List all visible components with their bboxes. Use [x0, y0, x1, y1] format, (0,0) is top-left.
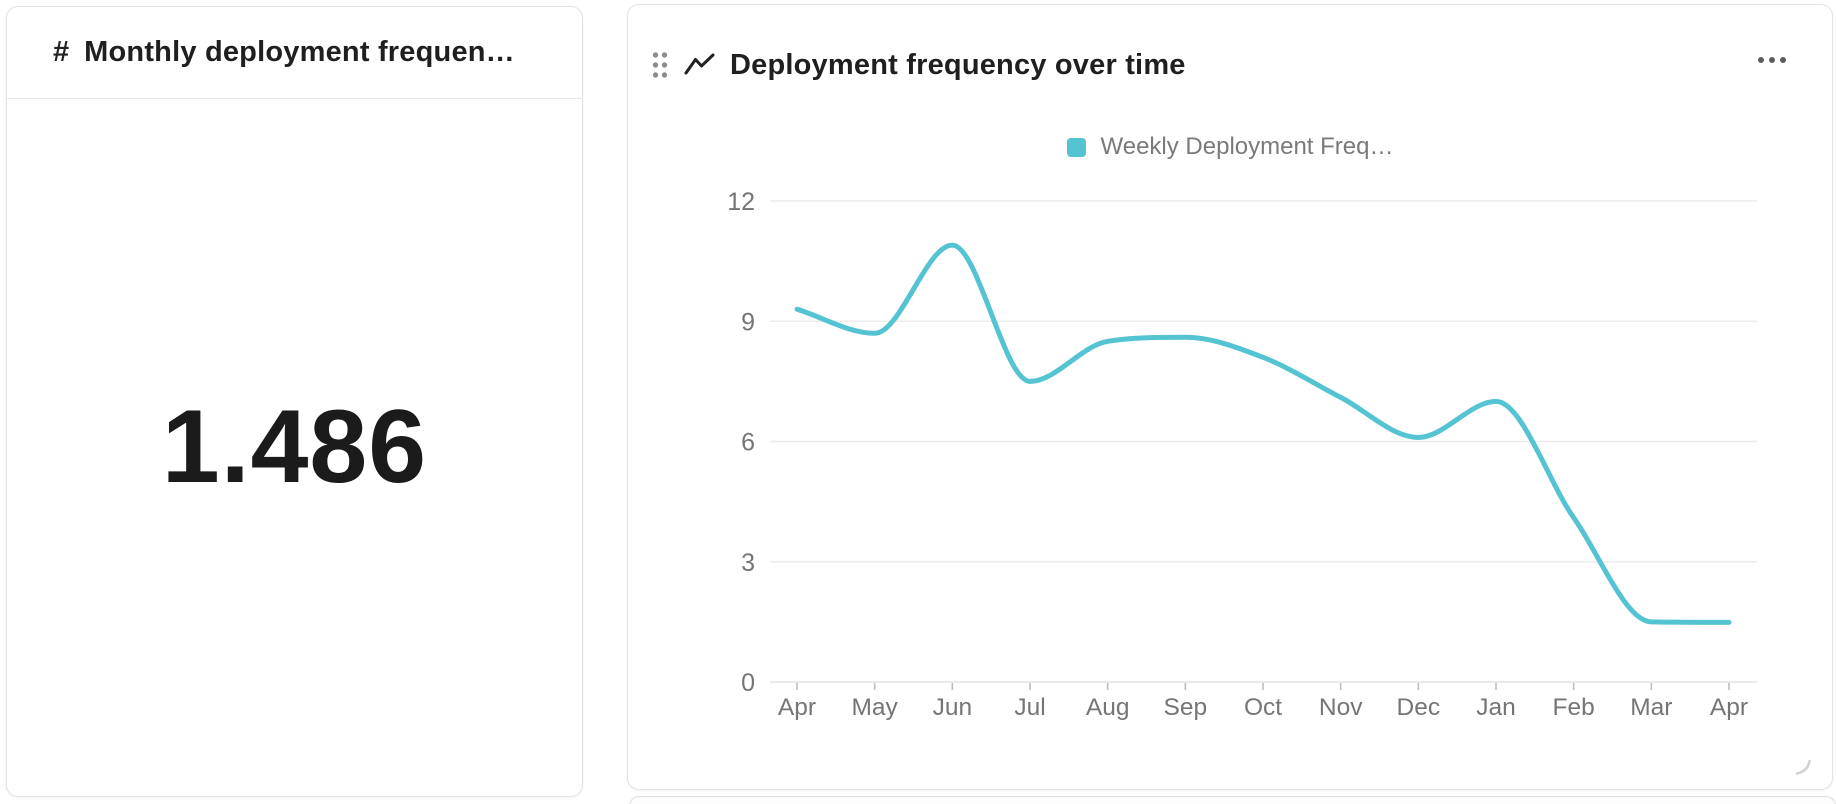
x-tick-label: Jan: [1476, 694, 1516, 721]
chart-card-title: Deployment frequency over time: [730, 48, 1186, 81]
x-tick-label: Mar: [1630, 694, 1672, 721]
y-tick-label: 0: [741, 669, 755, 697]
next-card-top-edge: [629, 796, 1836, 804]
x-tick-label: Apr: [1710, 694, 1748, 721]
x-tick-label: May: [852, 694, 899, 721]
ellipsis-dot: [1780, 57, 1786, 63]
kpi-card-title: Monthly deployment frequen…: [84, 36, 515, 68]
kpi-card-body: 1.486: [7, 99, 582, 796]
legend-swatch: [1066, 137, 1086, 157]
x-tick-label: Sep: [1164, 694, 1208, 721]
chart-legend[interactable]: Weekly Deployment Freq…: [628, 133, 1832, 161]
series-line[interactable]: [794, 242, 1732, 625]
chart-card-header: Deployment frequency over time: [628, 5, 1832, 95]
x-tick-label: Jul: [1014, 694, 1045, 721]
y-tick-label: 3: [741, 549, 755, 577]
kpi-card: # Monthly deployment frequen… 1.486: [6, 6, 583, 797]
x-tick-label: Feb: [1553, 694, 1595, 721]
line-chart-icon: [683, 51, 716, 79]
kpi-value: 1.486: [161, 389, 428, 505]
ellipsis-dot: [1758, 57, 1764, 63]
ellipsis-dot: [1769, 57, 1775, 63]
x-tick-label: Oct: [1244, 694, 1282, 721]
x-tick-label: Apr: [778, 694, 816, 721]
y-tick-label: 9: [741, 308, 755, 336]
deployment-frequency-chart[interactable]: 0 3 6 9 12 Apr May Jun Jul Aug Sep Oct Nov Dec Jan Feb M…: [628, 5, 1834, 791]
number-sign-icon: #: [53, 36, 70, 68]
x-tick-label: Nov: [1319, 694, 1363, 721]
legend-label: Weekly Deployment Freq…: [1100, 133, 1394, 160]
x-tick-label: Jun: [933, 694, 973, 721]
chart-card: Deployment frequency over time Weekly De…: [627, 4, 1833, 790]
x-tick-label: Dec: [1397, 694, 1441, 721]
y-tick-label: 12: [727, 188, 755, 216]
y-tick-label: 6: [741, 429, 755, 457]
x-tick-label: Aug: [1086, 694, 1130, 721]
corner-resize-icon[interactable]: [1794, 758, 1812, 781]
drag-handle-icon[interactable]: [650, 49, 670, 81]
kpi-card-header: # Monthly deployment frequen…: [7, 7, 582, 99]
more-options-button[interactable]: [1754, 53, 1790, 67]
